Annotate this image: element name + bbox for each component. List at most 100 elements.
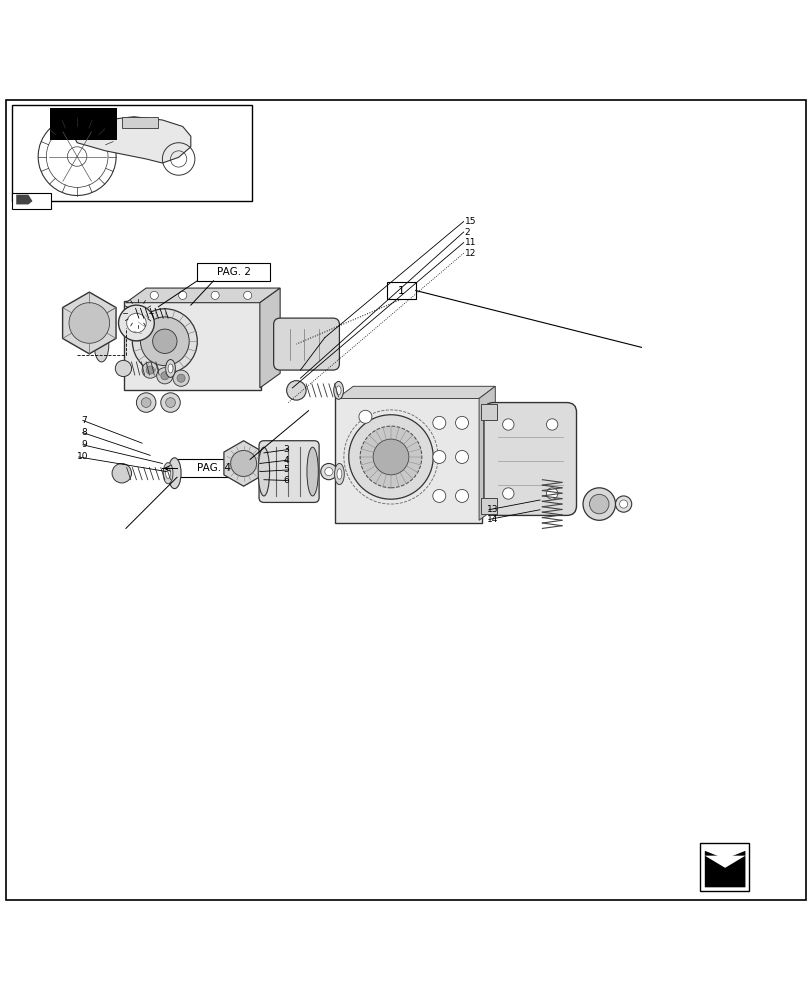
Text: 7: 7 xyxy=(81,416,87,425)
Polygon shape xyxy=(260,288,280,388)
Text: 6: 6 xyxy=(283,476,289,485)
Circle shape xyxy=(269,451,302,484)
Circle shape xyxy=(286,381,306,400)
Circle shape xyxy=(127,313,146,333)
FancyBboxPatch shape xyxy=(259,441,319,502)
Bar xyxy=(699,843,748,891)
Text: 11: 11 xyxy=(464,238,475,247)
Polygon shape xyxy=(73,117,191,163)
Circle shape xyxy=(118,305,154,341)
Ellipse shape xyxy=(168,364,173,373)
Text: PAG. 2: PAG. 2 xyxy=(217,267,251,277)
Polygon shape xyxy=(337,386,495,398)
Ellipse shape xyxy=(165,360,175,377)
Bar xyxy=(386,282,415,299)
Polygon shape xyxy=(478,386,495,520)
Circle shape xyxy=(152,329,177,353)
Circle shape xyxy=(615,496,631,512)
Polygon shape xyxy=(126,288,280,303)
Circle shape xyxy=(455,489,468,502)
Circle shape xyxy=(243,291,251,299)
Circle shape xyxy=(359,426,422,488)
Ellipse shape xyxy=(94,328,109,362)
Circle shape xyxy=(546,488,557,499)
Circle shape xyxy=(372,439,408,475)
Polygon shape xyxy=(62,292,116,354)
Polygon shape xyxy=(122,117,158,128)
Circle shape xyxy=(619,500,627,508)
FancyBboxPatch shape xyxy=(273,318,339,370)
Circle shape xyxy=(161,372,169,380)
Circle shape xyxy=(177,374,185,382)
Circle shape xyxy=(320,463,337,480)
Circle shape xyxy=(140,317,189,366)
Circle shape xyxy=(455,416,468,429)
Text: 2: 2 xyxy=(464,228,470,237)
FancyBboxPatch shape xyxy=(334,396,481,523)
Ellipse shape xyxy=(337,469,341,479)
Text: 14: 14 xyxy=(487,515,498,524)
Text: PAG. 4: PAG. 4 xyxy=(196,463,230,473)
Circle shape xyxy=(582,488,615,520)
Circle shape xyxy=(142,362,158,378)
Text: 1: 1 xyxy=(397,286,404,296)
Ellipse shape xyxy=(168,458,181,489)
Circle shape xyxy=(136,393,156,412)
Circle shape xyxy=(178,291,187,299)
Bar xyxy=(12,105,251,201)
Polygon shape xyxy=(704,851,744,887)
Circle shape xyxy=(432,489,445,502)
Circle shape xyxy=(141,398,151,407)
Text: 10: 10 xyxy=(77,452,88,461)
Circle shape xyxy=(546,419,557,430)
Polygon shape xyxy=(704,856,744,868)
Text: 13: 13 xyxy=(487,505,498,514)
Bar xyxy=(50,108,117,140)
Ellipse shape xyxy=(258,447,269,496)
Circle shape xyxy=(348,415,433,499)
Text: 12: 12 xyxy=(464,249,475,258)
Ellipse shape xyxy=(336,386,341,395)
Circle shape xyxy=(211,291,219,299)
Circle shape xyxy=(432,416,445,429)
Text: 3: 3 xyxy=(283,445,289,454)
Circle shape xyxy=(150,291,158,299)
Circle shape xyxy=(132,309,197,374)
Circle shape xyxy=(230,450,256,476)
Polygon shape xyxy=(224,441,263,486)
Bar xyxy=(480,498,496,514)
Text: 8: 8 xyxy=(81,428,87,437)
Bar xyxy=(177,459,250,477)
Ellipse shape xyxy=(307,447,318,496)
Text: 5: 5 xyxy=(283,465,289,474)
Bar xyxy=(12,193,51,209)
Ellipse shape xyxy=(334,463,344,485)
Bar xyxy=(197,263,270,281)
Circle shape xyxy=(161,393,180,412)
Circle shape xyxy=(146,366,154,374)
Circle shape xyxy=(432,450,445,463)
Circle shape xyxy=(173,370,189,386)
Circle shape xyxy=(358,410,371,423)
Circle shape xyxy=(112,463,131,483)
Circle shape xyxy=(69,303,109,343)
Circle shape xyxy=(502,488,513,499)
Circle shape xyxy=(276,458,295,477)
Ellipse shape xyxy=(163,463,173,484)
Bar xyxy=(480,404,496,420)
Text: 9: 9 xyxy=(81,440,87,449)
Ellipse shape xyxy=(333,381,343,399)
Polygon shape xyxy=(16,195,32,204)
Circle shape xyxy=(589,494,608,514)
FancyBboxPatch shape xyxy=(483,403,576,515)
Text: 4: 4 xyxy=(283,456,289,465)
Text: 15: 15 xyxy=(464,217,475,226)
Circle shape xyxy=(324,468,333,476)
Circle shape xyxy=(157,368,173,384)
Ellipse shape xyxy=(165,468,170,478)
Circle shape xyxy=(455,450,468,463)
Circle shape xyxy=(115,360,131,377)
Circle shape xyxy=(502,419,513,430)
Circle shape xyxy=(165,398,175,407)
FancyBboxPatch shape xyxy=(124,301,261,390)
